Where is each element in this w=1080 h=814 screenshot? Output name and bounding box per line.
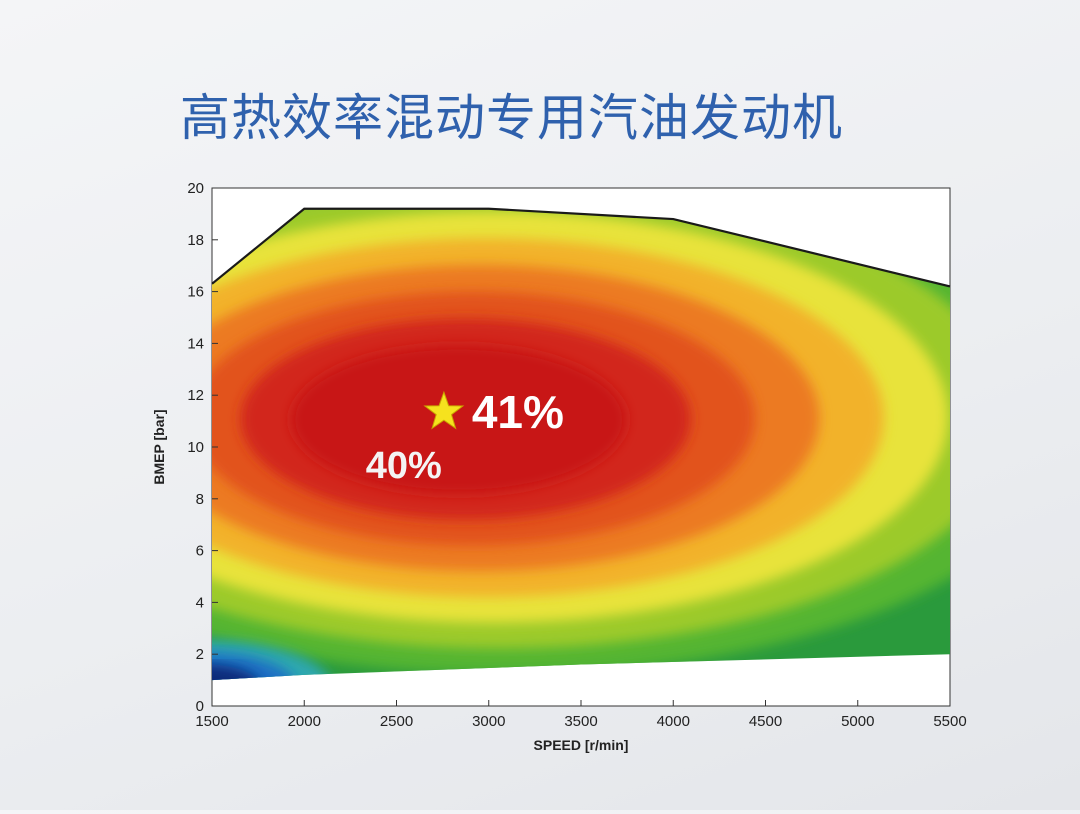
x-tick-label: 1500 — [195, 713, 228, 730]
contour-band-low-2 — [212, 652, 297, 681]
x-tick-label: 3500 — [564, 713, 597, 730]
y-tick-label: 2 — [196, 646, 204, 663]
y-tick-label: 6 — [196, 543, 204, 560]
x-tick-label: 4500 — [749, 713, 782, 730]
y-tick-label: 20 — [187, 180, 204, 197]
contour-band-8 — [291, 345, 627, 494]
contour-40-label: 40% — [366, 445, 442, 487]
peak-efficiency-label: 41% — [472, 386, 564, 438]
axis-ticks: 1500 2000 2500 3000 3500 4000 4500 5000 5500 0 2 4 6… — [187, 180, 966, 730]
y-tick-label: 4 — [196, 594, 204, 611]
x-tick-label: 3000 — [472, 713, 505, 730]
page-title: 高热效率混动专用汽油发动机 — [180, 89, 843, 147]
contour-bands — [212, 208, 950, 681]
y-axis-title: BMEP [bar] — [151, 409, 167, 484]
x-tick-label: 2500 — [380, 713, 413, 730]
x-tick-label: 4000 — [657, 713, 690, 730]
y-tick-label: 8 — [196, 491, 204, 508]
y-tick-label: 12 — [187, 387, 204, 404]
max-torque-line — [211, 207, 951, 288]
y-tick-label: 0 — [196, 698, 204, 715]
star-icon — [423, 390, 465, 430]
y-tick-label: 10 — [187, 439, 204, 456]
x-tick-label: 5000 — [841, 713, 874, 730]
x-axis-title: SPEED [r/min] — [534, 737, 629, 753]
contour-band-low-3 — [212, 664, 262, 681]
y-tick-label: 18 — [187, 232, 204, 249]
y-tick-label: 14 — [187, 335, 204, 352]
y-tick-label: 16 — [187, 284, 204, 301]
x-tick-label: 2000 — [288, 713, 321, 730]
x-tick-label: 5500 — [933, 713, 966, 730]
